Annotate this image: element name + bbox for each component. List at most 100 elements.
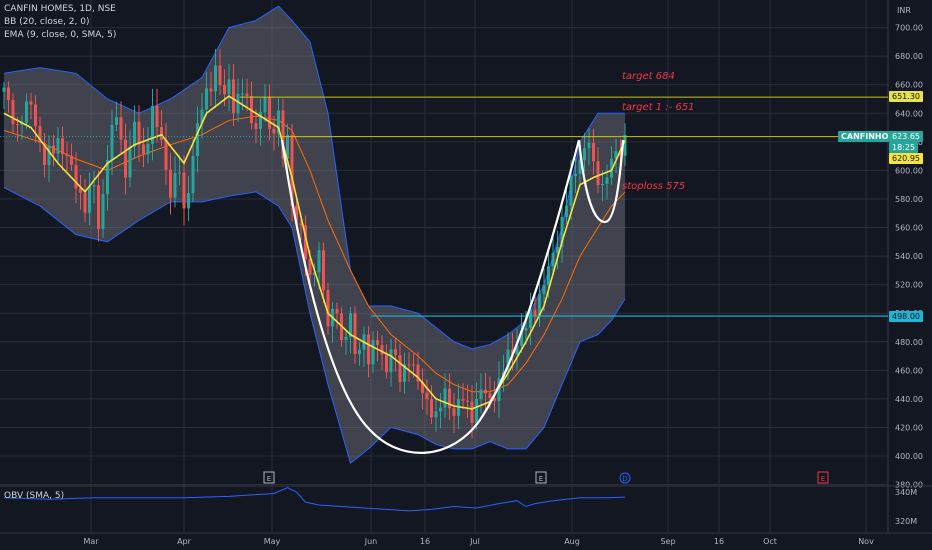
price-tick-label: 460.00	[895, 366, 923, 375]
candle-body	[497, 378, 501, 401]
event-marker-label: E	[821, 475, 825, 483]
obv-tick-label: 320M	[895, 517, 917, 526]
earnings-marker	[817, 471, 829, 484]
candle-body	[515, 345, 519, 355]
obv-tick-label: 340M	[895, 488, 917, 497]
price-tick-label: 680.00	[895, 52, 923, 61]
candle-body	[65, 154, 69, 156]
level-price-tag: 498.00	[889, 311, 923, 322]
candle-body	[403, 364, 406, 382]
earnings-marker	[535, 471, 547, 484]
obv-line	[3, 487, 626, 512]
candle-body	[371, 340, 375, 365]
candle-body	[277, 110, 280, 134]
candle-body	[430, 399, 433, 418]
last-price-tag: 623.65	[889, 131, 923, 142]
candle-body	[547, 266, 550, 286]
candle-body	[574, 173, 577, 177]
candle-body	[2, 87, 6, 92]
candle-body	[110, 124, 114, 160]
candle-body	[344, 336, 348, 341]
candle-body	[20, 122, 24, 125]
candle-body	[416, 364, 420, 382]
candle-body	[385, 354, 388, 373]
candle-body	[299, 223, 303, 226]
candle-body	[596, 161, 600, 186]
candle-body	[529, 309, 532, 329]
candle-body	[151, 105, 154, 144]
price-tick-label: 520.00	[895, 281, 923, 290]
candle-body	[160, 127, 163, 141]
cup-pattern-line	[280, 139, 581, 454]
currency-label: INR	[897, 6, 911, 15]
time-tick-label: Mar	[83, 537, 99, 546]
candle-body	[245, 93, 249, 97]
candle-body	[542, 285, 546, 294]
candle-body	[425, 392, 429, 400]
obv-legend[interactable]: OBV (SMA, 5)	[4, 491, 65, 501]
candle-body	[304, 225, 307, 260]
candle-body	[475, 399, 478, 424]
bollinger-band-fill	[4, 6, 625, 464]
candle-body	[25, 101, 28, 123]
candle-body	[322, 250, 325, 291]
candle-body	[254, 123, 258, 129]
candle-body	[326, 290, 330, 327]
candle-body	[164, 140, 168, 170]
candle-body	[83, 192, 87, 213]
candle-body	[578, 160, 582, 174]
candle-body	[214, 65, 217, 92]
time-tick-label: Nov	[858, 537, 874, 546]
candle-body	[101, 194, 105, 230]
candle-body	[196, 123, 199, 156]
candle-body	[191, 155, 195, 194]
candle-body	[182, 172, 186, 209]
candle-body	[470, 401, 474, 424]
symbol-legend[interactable]: CANFIN HOMES, 1D, NSE	[4, 4, 116, 14]
candle-body	[551, 253, 555, 267]
candle-body	[56, 138, 60, 154]
candle-body	[479, 389, 483, 400]
candle-body	[52, 145, 55, 154]
candle-body	[565, 205, 568, 217]
candle-body	[178, 172, 181, 174]
candle-body	[434, 411, 438, 418]
candle-body	[524, 328, 528, 331]
candle-body	[263, 97, 267, 112]
candle-body	[317, 250, 321, 273]
price-tick-label: 440.00	[895, 395, 923, 404]
candle-body	[169, 169, 172, 198]
candle-body	[587, 142, 591, 149]
candle-body	[268, 97, 271, 129]
candle-body	[349, 313, 352, 337]
candle-body	[38, 126, 42, 143]
event-marker-label: D	[622, 475, 627, 483]
candle-body	[488, 393, 492, 399]
candle-body	[88, 186, 91, 213]
candle-body	[560, 216, 564, 248]
price-tick-label: 480.00	[895, 338, 923, 347]
candle-body	[106, 159, 109, 195]
candle-body	[124, 139, 127, 178]
annotation-target: target 684	[622, 71, 675, 82]
candle-body	[232, 79, 235, 114]
annotation-stoploss: stoploss 575	[622, 181, 685, 192]
price-tick-label: 600.00	[895, 166, 923, 175]
candle-body	[506, 349, 510, 372]
candle-body	[7, 87, 10, 101]
bar-countdown-tag: 18:25	[889, 142, 919, 153]
time-tick-label: Aug	[564, 537, 580, 546]
candle-body	[569, 176, 573, 206]
price-tick-label: 660.00	[895, 81, 923, 90]
event-marker-label: E	[539, 475, 543, 483]
bb-legend[interactable]: BB (20, close, 2, 0)	[4, 17, 90, 27]
price-tick-label: 700.00	[895, 24, 923, 33]
price-tick-label: 560.00	[895, 224, 923, 233]
ema-legend[interactable]: EMA (9, close, 0, SMA, 5)	[4, 30, 117, 40]
candle-body	[16, 123, 19, 125]
candle-body	[74, 164, 78, 189]
candle-body	[394, 349, 397, 355]
target-price-tag: 651.30	[889, 91, 923, 102]
candle-body	[421, 381, 424, 393]
